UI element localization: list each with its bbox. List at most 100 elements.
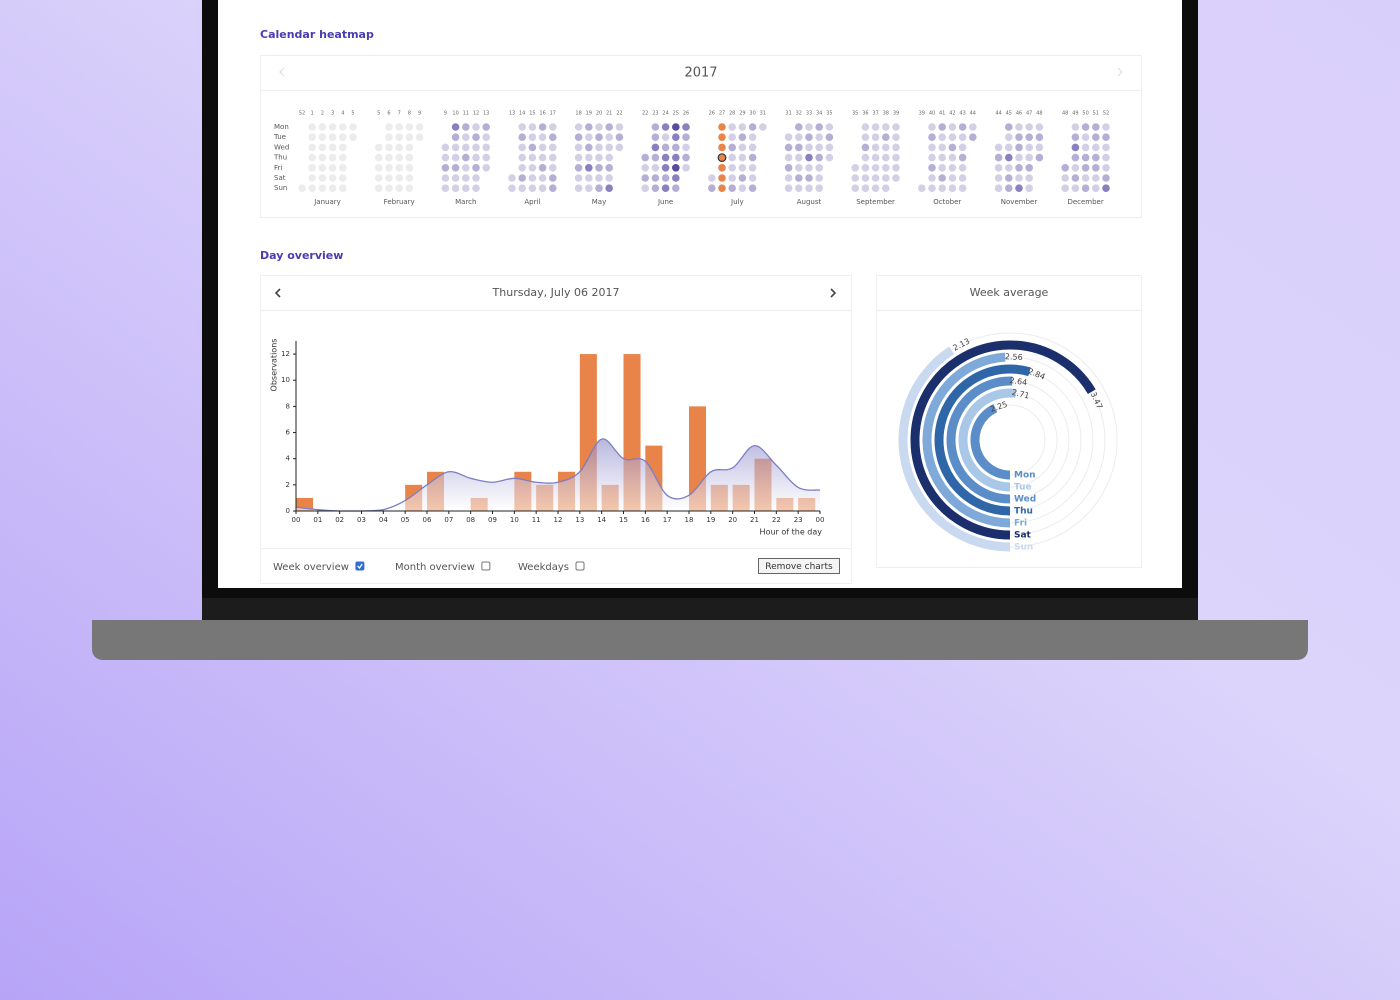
day-dot[interactable] — [1092, 143, 1100, 152]
day-dot[interactable] — [871, 133, 880, 141]
day-dot[interactable] — [441, 184, 450, 192]
day-dot[interactable] — [508, 174, 516, 182]
day-dot[interactable] — [574, 133, 583, 141]
day-dot[interactable] — [528, 143, 537, 152]
day-dot[interactable] — [718, 123, 726, 131]
day-dot[interactable] — [605, 184, 613, 192]
day-dot[interactable] — [938, 123, 946, 131]
day-dot[interactable] — [585, 133, 593, 141]
day-dot[interactable] — [805, 133, 813, 141]
day-dot[interactable] — [318, 143, 327, 152]
day-dot[interactable] — [892, 123, 900, 131]
day-dot[interactable] — [1102, 143, 1110, 152]
day-dot[interactable] — [958, 174, 967, 182]
day-dot[interactable] — [462, 153, 470, 162]
day-dot[interactable] — [405, 153, 414, 162]
checkbox[interactable] — [355, 561, 365, 571]
day-dot[interactable] — [1102, 184, 1110, 192]
day-dot[interactable] — [928, 174, 936, 182]
day-dot[interactable] — [1015, 133, 1023, 141]
day-dot[interactable] — [405, 133, 414, 141]
day-dot[interactable] — [969, 133, 977, 141]
day-dot[interactable] — [538, 143, 547, 152]
day-dot[interactable] — [518, 123, 526, 131]
day-dot[interactable] — [738, 143, 747, 152]
day-dot[interactable] — [339, 133, 347, 141]
day-dot[interactable] — [308, 143, 317, 152]
day-dot[interactable] — [1061, 184, 1069, 192]
day-dot[interactable] — [815, 174, 823, 182]
prev-year-arrow[interactable] — [279, 67, 285, 77]
day-dot[interactable] — [595, 143, 603, 152]
day-dot[interactable] — [928, 143, 936, 152]
day-dot[interactable] — [1081, 153, 1090, 162]
day-dot[interactable] — [318, 123, 327, 131]
day-dot[interactable] — [1035, 153, 1044, 162]
day-dot[interactable] — [451, 123, 460, 131]
day-dot[interactable] — [605, 123, 613, 131]
day-dot[interactable] — [994, 143, 1003, 152]
day-dot[interactable] — [339, 123, 347, 131]
day-dot[interactable] — [1025, 153, 1033, 162]
day-dot[interactable] — [482, 164, 491, 172]
day-dot[interactable] — [308, 174, 317, 182]
day-dot[interactable] — [451, 143, 460, 152]
day-dot[interactable] — [538, 133, 547, 141]
day-dot[interactable] — [339, 164, 347, 172]
day-dot[interactable] — [748, 143, 757, 152]
day-dot[interactable] — [318, 153, 327, 162]
day-dot[interactable] — [472, 123, 480, 131]
day-dot[interactable] — [1005, 143, 1013, 152]
day-dot[interactable] — [1071, 133, 1080, 141]
day-dot[interactable] — [784, 133, 793, 141]
day-dot[interactable] — [538, 153, 547, 162]
day-dot[interactable] — [318, 184, 327, 192]
day-dot[interactable] — [795, 164, 803, 172]
day-dot[interactable] — [718, 184, 726, 192]
day-dot[interactable] — [672, 133, 680, 141]
day-dot[interactable] — [825, 153, 834, 162]
day-dot[interactable] — [948, 153, 957, 162]
day-dot[interactable] — [815, 164, 823, 172]
day-dot[interactable] — [518, 184, 526, 192]
day-dot[interactable] — [728, 184, 736, 192]
day-dot[interactable] — [1081, 133, 1090, 141]
day-dot[interactable] — [861, 174, 870, 182]
day-dot[interactable] — [318, 133, 327, 141]
day-dot[interactable] — [871, 184, 880, 192]
day-dot[interactable] — [1015, 123, 1023, 131]
day-dot[interactable] — [1015, 184, 1023, 192]
day-dot[interactable] — [472, 174, 480, 182]
day-dot[interactable] — [1025, 184, 1033, 192]
day-dot[interactable] — [641, 153, 649, 162]
day-dot[interactable] — [784, 153, 793, 162]
day-dot[interactable] — [958, 164, 967, 172]
day-dot[interactable] — [585, 184, 593, 192]
day-dot[interactable] — [738, 153, 747, 162]
day-dot[interactable] — [298, 184, 306, 192]
day-dot[interactable] — [825, 123, 834, 131]
day-dot[interactable] — [641, 164, 649, 172]
day-dot[interactable] — [784, 143, 793, 152]
day-dot[interactable] — [784, 174, 793, 182]
day-dot[interactable] — [882, 153, 890, 162]
day-dot[interactable] — [784, 184, 793, 192]
day-dot[interactable] — [938, 184, 946, 192]
day-dot[interactable] — [1081, 164, 1090, 172]
day-dot[interactable] — [795, 123, 803, 131]
day-dot[interactable] — [1061, 174, 1069, 182]
day-dot[interactable] — [928, 123, 936, 131]
day-dot[interactable] — [1035, 143, 1044, 152]
day-dot[interactable] — [861, 133, 870, 141]
day-dot[interactable] — [395, 184, 404, 192]
day-dot[interactable] — [948, 133, 957, 141]
day-dot[interactable] — [349, 123, 357, 131]
day-dot[interactable] — [882, 143, 890, 152]
day-dot[interactable] — [405, 164, 414, 172]
day-dot[interactable] — [595, 123, 603, 131]
day-dot[interactable] — [928, 153, 936, 162]
day-dot[interactable] — [892, 174, 900, 182]
day-dot[interactable] — [1071, 153, 1080, 162]
day-dot[interactable] — [825, 133, 834, 141]
day-dot[interactable] — [538, 184, 547, 192]
